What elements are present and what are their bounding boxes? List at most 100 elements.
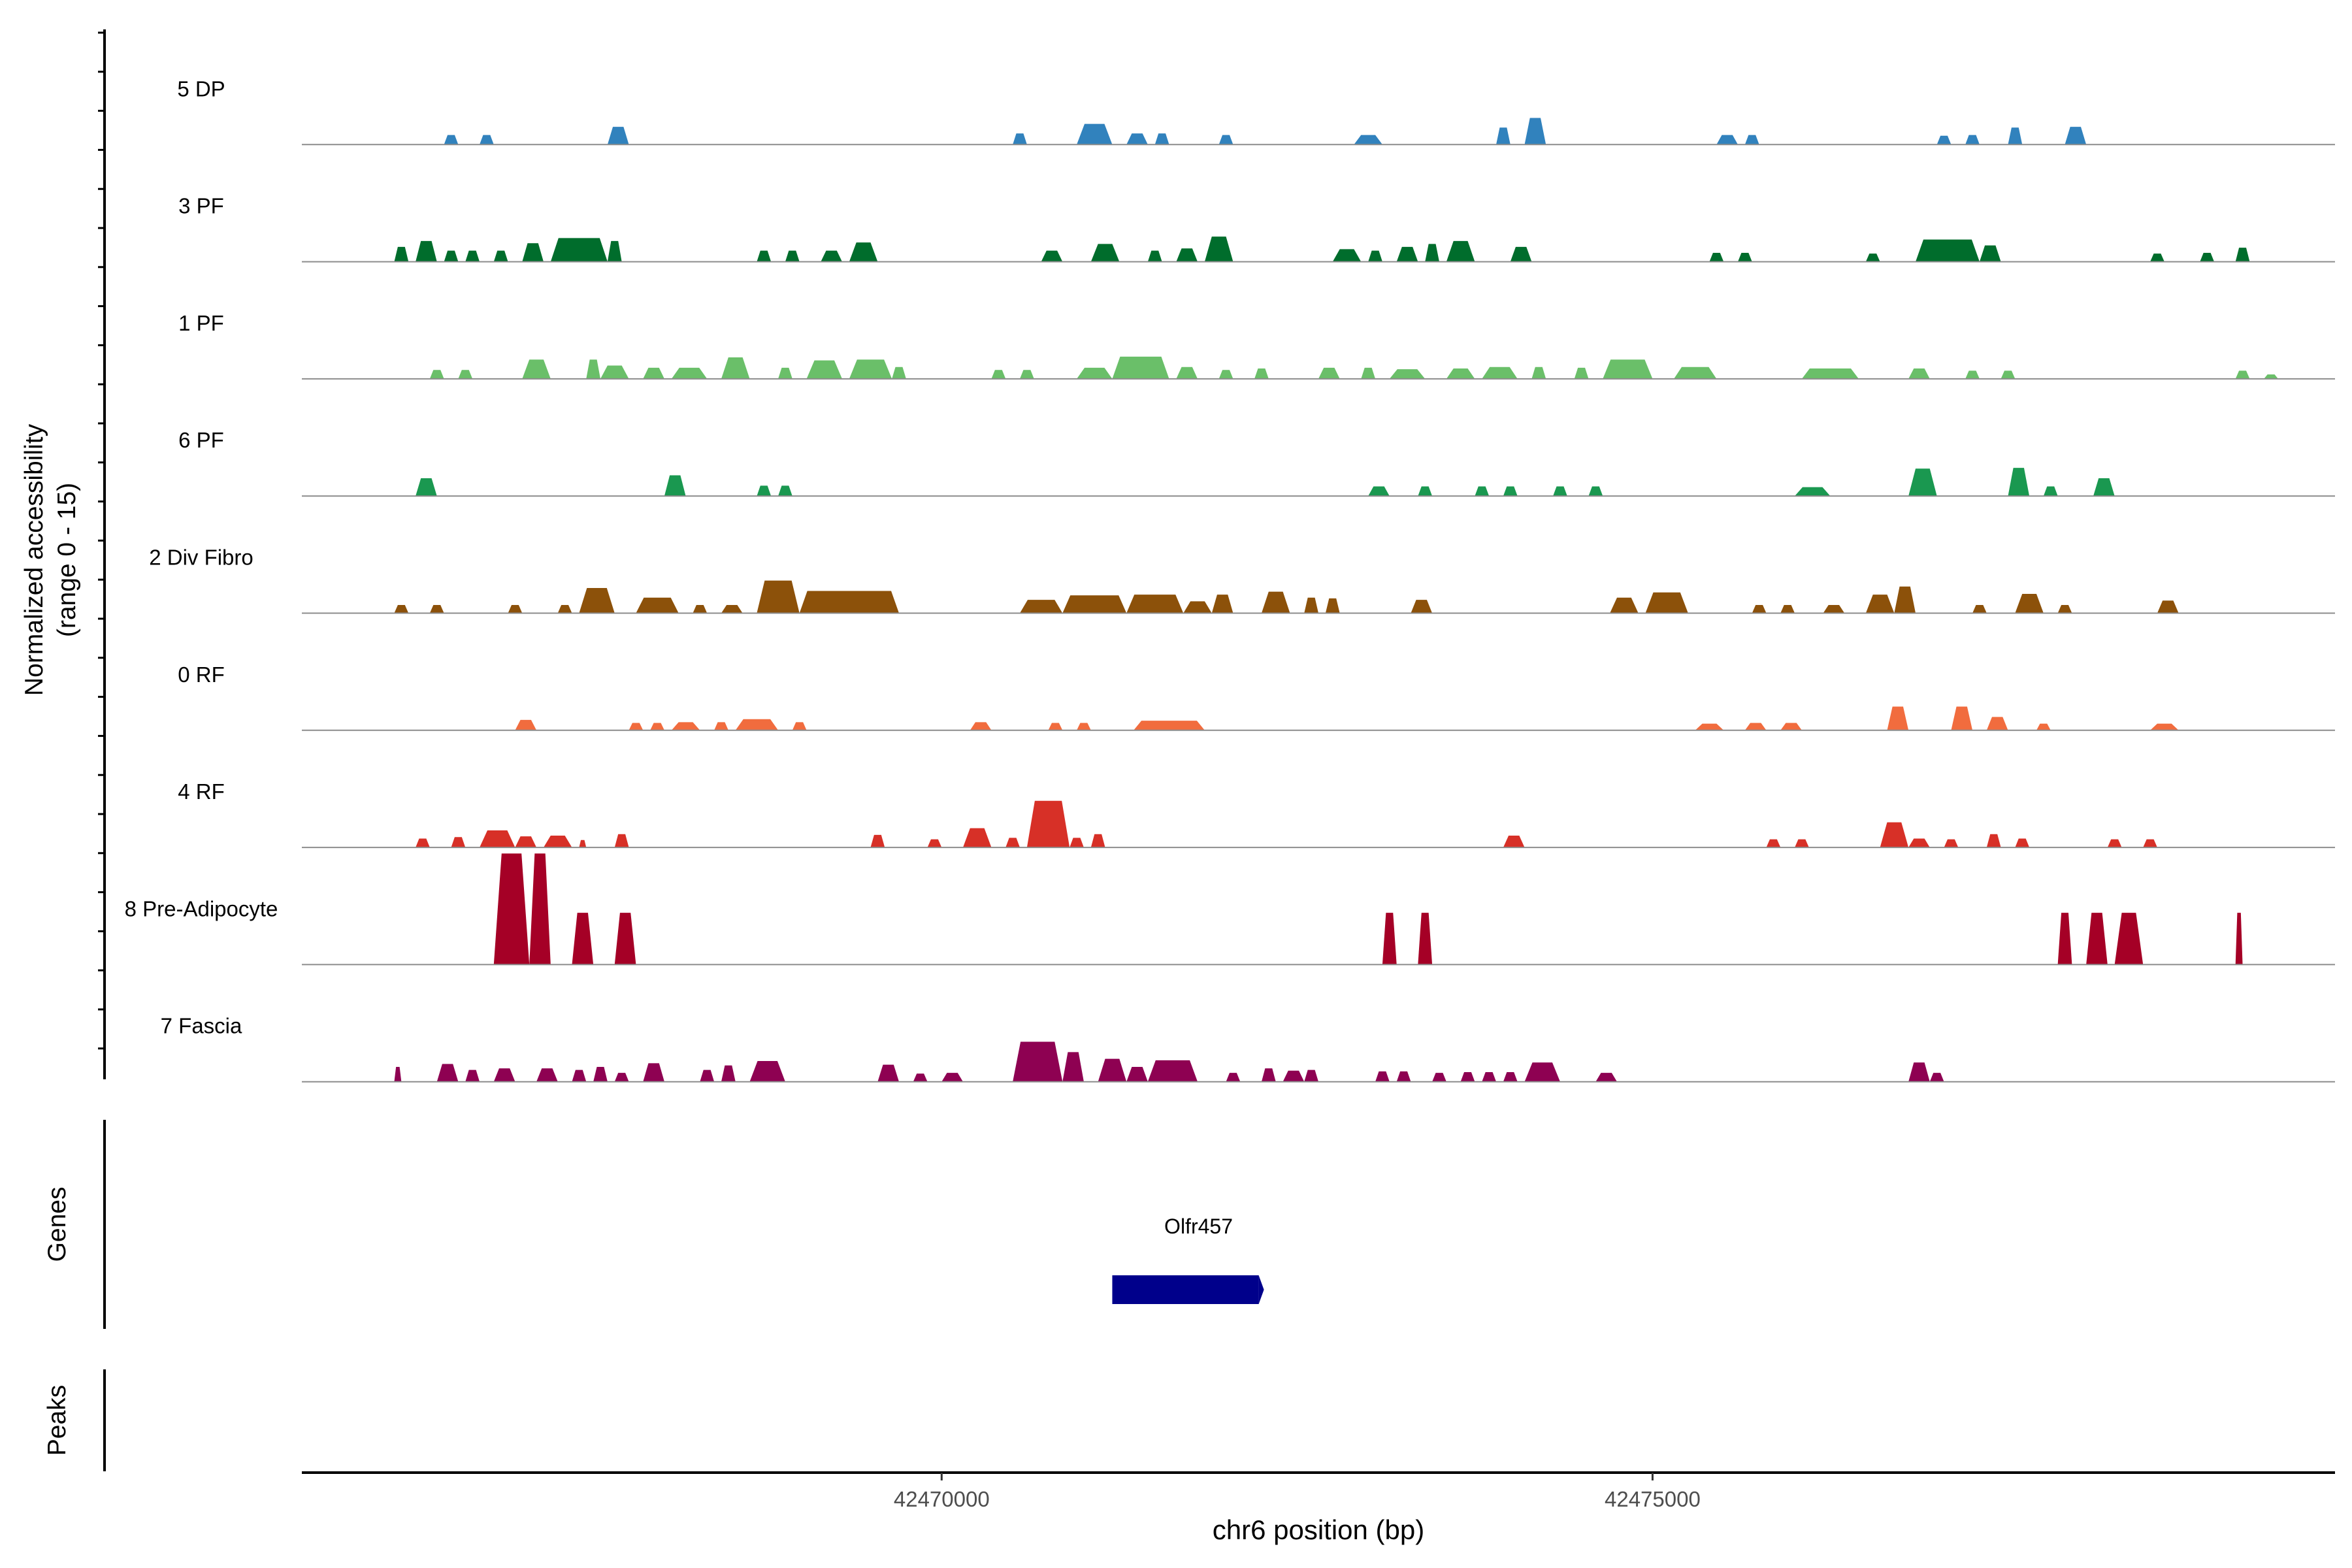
coverage-peak — [465, 250, 480, 262]
coverage-peak — [757, 485, 772, 497]
coverage-peak — [444, 135, 459, 145]
coverage-peak — [1972, 605, 1987, 613]
coverage-peak — [1951, 706, 1973, 730]
coverage-peak — [1780, 723, 1802, 730]
coverage-peak — [508, 605, 523, 613]
coverage-peak — [1737, 253, 1752, 262]
y-axis-label: Normalized accessibility — [20, 423, 48, 696]
coverage-peak — [1986, 834, 2001, 848]
coverage-peak — [1077, 723, 1091, 730]
coverage-peak — [970, 722, 992, 730]
coverage-peak — [1795, 839, 1809, 848]
track-label: 2 Div Fibro — [149, 546, 253, 570]
coverage-peak — [757, 250, 772, 262]
coverage-peak — [1282, 1070, 1305, 1082]
coverage-peak — [671, 367, 708, 379]
coverage-peak — [1510, 246, 1532, 262]
coverage-peak — [1396, 246, 1418, 262]
coverage-peak — [1916, 239, 1980, 262]
coverage-peak — [1588, 486, 1603, 497]
coverage-peak — [1389, 369, 1426, 379]
coverage-peak — [2086, 913, 2108, 965]
x-axis-ticks: 42470000 42475000 — [894, 1473, 1701, 1511]
coverage-peak — [579, 840, 587, 848]
coverage-peak — [1716, 135, 1738, 145]
track-3-pf: 3 PF — [178, 194, 2335, 263]
coverage-peak — [849, 242, 878, 262]
coverage-peak — [1382, 913, 1397, 965]
coverage-peak — [1531, 367, 1546, 379]
coverage-peak — [1147, 1060, 1198, 1082]
coverage-peak — [643, 1063, 664, 1082]
coverage-peak — [735, 719, 779, 730]
coverage-peak — [991, 370, 1006, 379]
coverage-peak — [1553, 486, 1567, 497]
coverage-peak — [1304, 1070, 1318, 1082]
coverage-peak — [1979, 245, 2001, 262]
coverage-peak — [1801, 368, 1859, 379]
coverage-peak — [636, 597, 679, 613]
coverage-peak — [451, 837, 466, 848]
coverage-peak — [1019, 600, 1063, 613]
coverage-peak — [2150, 723, 2179, 730]
coverage-peak — [792, 722, 807, 730]
coverage-peak — [1062, 595, 1127, 613]
coverage-peak — [849, 359, 892, 379]
coverage-peak — [1013, 1041, 1063, 1082]
coverage-peak — [1929, 1073, 1944, 1082]
track-8-pre-adipocyte: 8 Pre-Adipocyte — [125, 853, 2335, 966]
coverage-peak — [1090, 834, 1105, 848]
coverage-peak — [1503, 486, 1518, 497]
coverage-peak — [1134, 721, 1205, 730]
coverage-peak — [2057, 605, 2072, 613]
coverage-peak — [1496, 127, 1511, 145]
coverage-peak — [515, 719, 537, 730]
coverage-peak — [1218, 370, 1233, 379]
coverage-peak — [1887, 706, 1909, 730]
track-2-div-fibro: 2 Div Fibro — [149, 546, 2335, 614]
coverage-peak — [522, 243, 544, 262]
coverage-peak — [1354, 135, 1382, 145]
coverage-peak — [892, 367, 906, 379]
coverage-peak — [2150, 253, 2164, 262]
coverage-peak — [614, 913, 636, 965]
coverage-peak — [493, 853, 530, 965]
track-1-pf: 1 PF — [178, 311, 2335, 380]
coverage-peak — [1218, 135, 1233, 145]
coverage-peak — [529, 853, 551, 965]
coverage-peak — [1325, 598, 1340, 613]
coverage-peak — [1603, 359, 1653, 379]
coverage-peak — [2093, 478, 2115, 497]
track-label: 1 PF — [178, 311, 224, 335]
coverage-peak — [1013, 133, 1027, 145]
track-label: 8 Pre-Adipocyte — [125, 896, 278, 921]
coverage-peak — [600, 365, 629, 379]
coverage-peak — [1780, 605, 1795, 613]
coverage-peak — [2001, 370, 2016, 379]
coverage-peak — [1432, 1073, 1446, 1082]
peaks-panel-label: Peaks — [43, 1385, 71, 1456]
coverage-peak — [543, 835, 572, 848]
coverage-peak — [2143, 839, 2157, 848]
track-label: 3 PF — [178, 194, 224, 218]
coverage-peak — [1062, 1052, 1084, 1082]
coverage-peak — [416, 478, 437, 497]
coverage-peak — [1411, 600, 1433, 613]
coverage-peak — [1610, 597, 1639, 613]
track-4-rf: 4 RF — [178, 779, 2335, 849]
coverage-peak — [579, 587, 615, 613]
coverage-peak — [1176, 367, 1198, 379]
coverage-peak — [416, 240, 437, 262]
coverage-peak — [1908, 1062, 1930, 1082]
coverage-peak — [572, 1070, 587, 1082]
coverage-peak — [1908, 838, 1930, 848]
coverage-peak — [1986, 717, 2008, 730]
coverage-peak — [1425, 244, 1439, 262]
coverage-peak — [1645, 592, 1688, 613]
coverage-peak — [2043, 486, 2058, 497]
coverage-peak — [394, 1067, 402, 1082]
coverage-peak — [629, 723, 644, 730]
coverage-peak — [1019, 370, 1034, 379]
coverage-peak — [515, 836, 537, 848]
